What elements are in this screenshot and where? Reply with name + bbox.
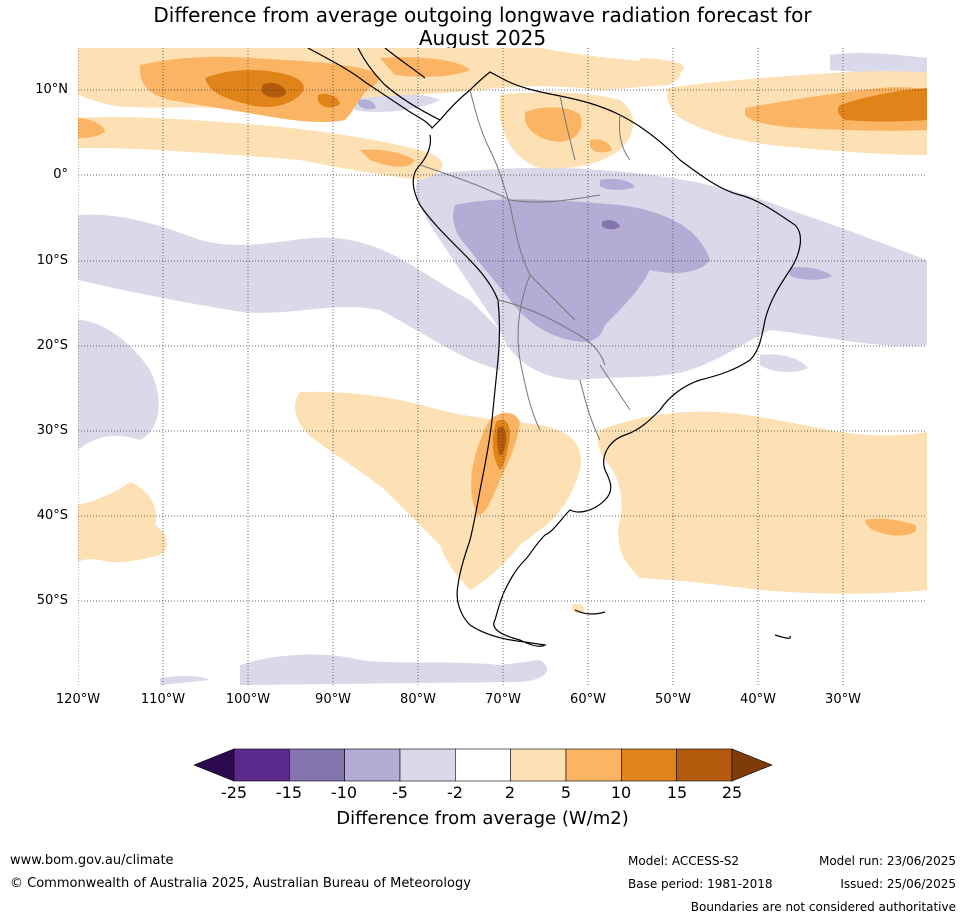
negative-anomaly-strong <box>602 220 620 230</box>
lon-label-120w: 120°W <box>55 692 101 707</box>
cb-tick-5: 2 <box>504 783 516 802</box>
cb-cell-5 <box>510 748 567 782</box>
title-line-1: Difference from average outgoing longwav… <box>153 3 812 27</box>
lat-label-30s: 30°S <box>36 423 68 438</box>
lon-label-70w: 70°W <box>485 692 521 707</box>
cb-tick-7: 10 <box>610 783 632 802</box>
cb-extend-low <box>193 748 235 782</box>
footer-model: Model: ACCESS-S2 <box>628 854 740 868</box>
cb-cell-6 <box>565 748 622 782</box>
cb-tick-1: -15 <box>275 783 303 802</box>
country-borders <box>419 89 631 441</box>
cb-cell-0 <box>233 748 290 782</box>
cb-tick-9: 25 <box>721 783 743 802</box>
lon-label-110w: 110°W <box>140 692 186 707</box>
cb-tick-2: -10 <box>330 783 358 802</box>
lat-label-40s: 40°S <box>36 508 68 523</box>
colorbar-label: Difference from average (W/m2) <box>336 808 629 829</box>
footer-copyright: © Commonwealth of Australia 2025, Austra… <box>10 876 471 891</box>
lon-label-30w: 30°W <box>825 692 861 707</box>
negative-anomaly-medium <box>358 99 832 342</box>
footer-disclaimer: Boundaries are not considered authoritat… <box>690 900 956 914</box>
cb-cell-1 <box>289 748 345 782</box>
lon-label-80w: 80°W <box>400 692 436 707</box>
lat-label-10n: 10°N <box>35 82 68 97</box>
lon-label-40w: 40°W <box>740 692 776 707</box>
cb-cell-7 <box>621 748 677 782</box>
cb-cell-2 <box>344 748 401 782</box>
cb-extend-high <box>731 748 773 782</box>
lon-label-90w: 90°W <box>315 692 351 707</box>
cb-tick-8: 15 <box>666 783 688 802</box>
title-line-2: August 2025 <box>418 26 547 50</box>
lon-label-50w: 50°W <box>655 692 691 707</box>
cb-cell-3 <box>399 748 456 782</box>
lon-label-100w: 100°W <box>225 692 271 707</box>
coastline <box>307 48 802 647</box>
footer-website: www.bom.gov.au/climate <box>10 853 174 868</box>
cb-tick-4: -2 <box>447 783 463 802</box>
cb-tick-0: -25 <box>220 783 248 802</box>
cb-tick-3: -5 <box>392 783 408 802</box>
lat-label-20s: 20°S <box>36 338 68 353</box>
map-title: Difference from average outgoing longwav… <box>0 4 965 50</box>
cb-tick-6: 5 <box>560 783 572 802</box>
lat-label-0: 0° <box>53 167 68 182</box>
footer-issued: Issued: 25/06/2025 <box>840 877 956 891</box>
lat-label-50s: 50°S <box>36 593 68 608</box>
graticule <box>78 48 927 685</box>
cb-cell-4 <box>455 748 511 782</box>
cb-cell-8 <box>676 748 733 782</box>
footer-base-period: Base period: 1981-2018 <box>628 877 773 891</box>
lat-label-10s: 10°S <box>36 253 68 268</box>
lon-label-60w: 60°W <box>570 692 606 707</box>
footer-model-run: Model run: 23/06/2025 <box>818 854 956 868</box>
